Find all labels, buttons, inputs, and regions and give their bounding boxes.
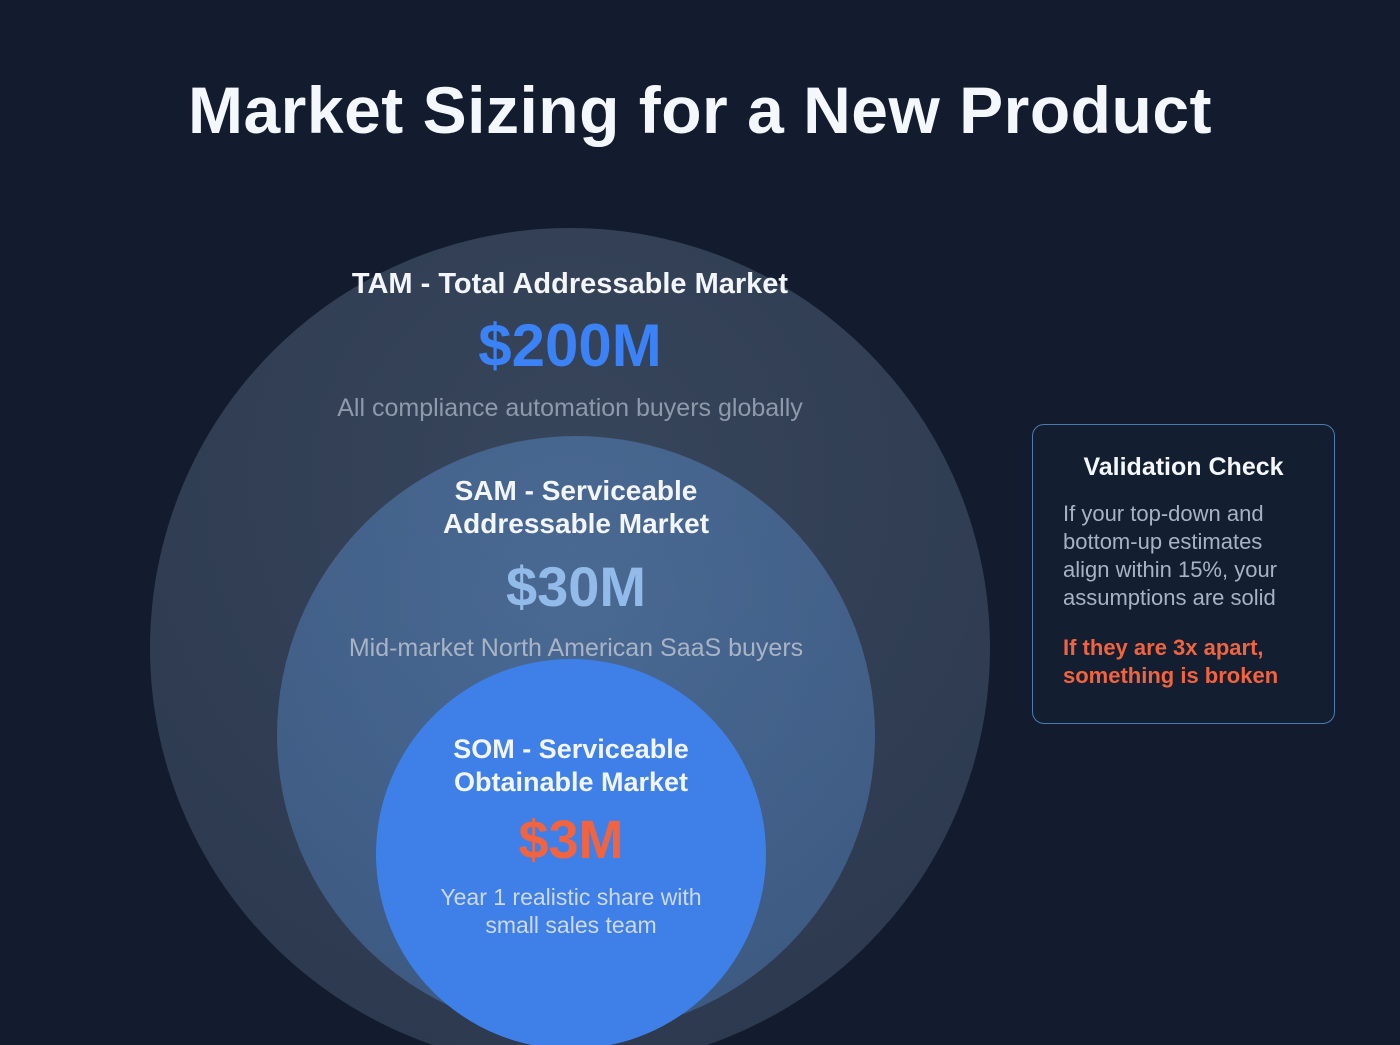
- validation-warning: If they are 3x apart, something is broke…: [1063, 634, 1279, 688]
- sam-label: SAM - Serviceable Addressable Market: [442, 475, 710, 540]
- sam-description: Mid-market North American SaaS buyers: [348, 634, 804, 663]
- tam-label: TAM - Total Addressable Market: [351, 268, 789, 300]
- sam-value: $30M: [505, 555, 647, 619]
- page-title: Market Sizing for a New Product: [188, 73, 1212, 147]
- tam-description: All compliance automation buyers globall…: [337, 394, 803, 422]
- som-text-block: SOM - Serviceable Obtainable Market $3M …: [376, 733, 766, 939]
- som-circle: [376, 659, 766, 1045]
- som-label: SOM - Serviceable Obtainable Market: [453, 734, 689, 797]
- validation-card: Validation Check If your top-down and bo…: [1032, 424, 1335, 724]
- som-description: Year 1 realistic share with small sales …: [440, 883, 702, 938]
- tam-text-block: TAM - Total Addressable Market $200M All…: [150, 268, 990, 423]
- sam-text-block: SAM - Serviceable Addressable Market $30…: [277, 474, 875, 663]
- som-value: $3M: [518, 809, 624, 870]
- tam-value: $200M: [478, 312, 662, 379]
- validation-body: If your top-down and bottom-up estimates…: [1063, 501, 1278, 610]
- validation-title: Validation Check: [1083, 453, 1284, 481]
